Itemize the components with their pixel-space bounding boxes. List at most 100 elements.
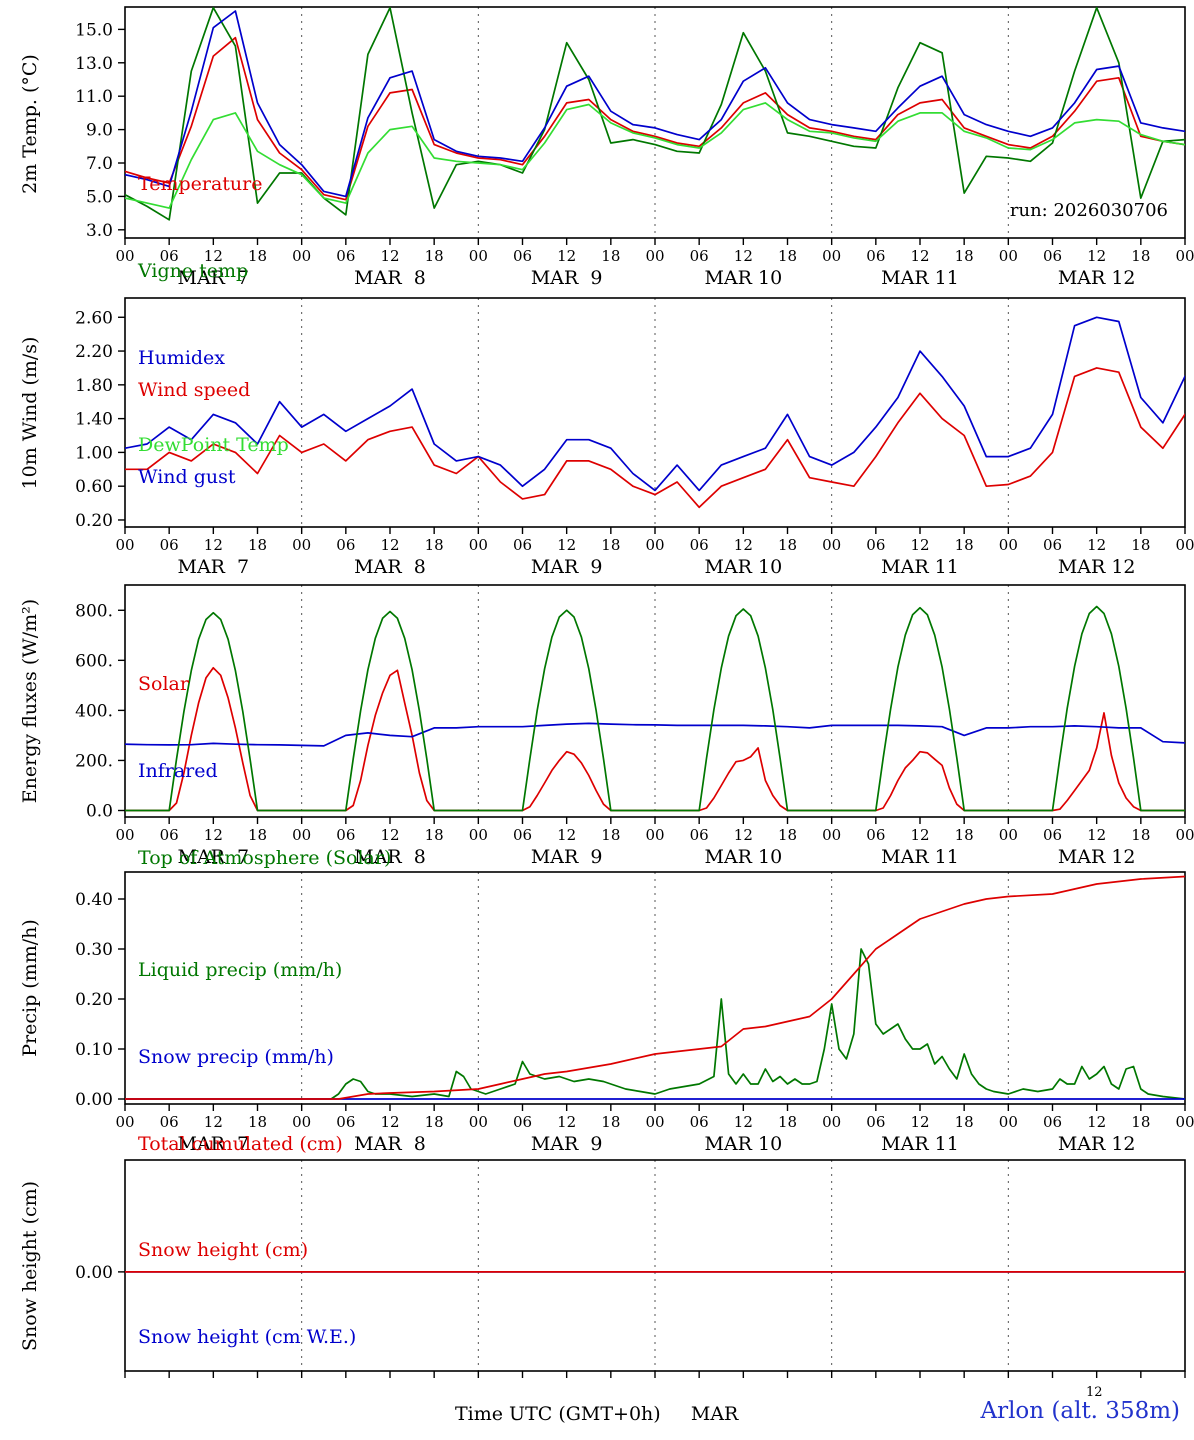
svg-text:MAR 12: MAR 12 xyxy=(1058,1133,1136,1155)
svg-text:06: 06 xyxy=(1043,826,1062,844)
legend-item-humidex: Humidex xyxy=(138,347,226,369)
svg-text:12: 12 xyxy=(204,247,223,265)
svg-text:06: 06 xyxy=(866,536,885,554)
svg-text:00: 00 xyxy=(822,1113,841,1131)
legend-item-toa-solar: Top of Atmosphere (Solar) xyxy=(138,847,392,869)
legend-item-vigne-temp: Vigne temp xyxy=(138,260,249,282)
svg-text:18: 18 xyxy=(955,247,974,265)
svg-text:MAR 12: MAR 12 xyxy=(1058,556,1136,578)
svg-text:00: 00 xyxy=(1175,826,1194,844)
svg-text:06: 06 xyxy=(690,1113,709,1131)
legend-item-snow-precip: Snow precip (mm/h) xyxy=(138,1046,334,1068)
svg-text:06: 06 xyxy=(160,826,179,844)
panel-svg-1: 0.20 0.60 1.00 1.40 1.80 2.20 2.60 00 06 12 18 00 06… xyxy=(75,297,1194,578)
svg-text:18: 18 xyxy=(778,536,797,554)
svg-text:12: 12 xyxy=(734,536,753,554)
svg-text:12: 12 xyxy=(910,536,929,554)
svg-text:00: 00 xyxy=(292,826,311,844)
legend-item-infrared: Infrared xyxy=(138,760,218,782)
svg-text:0.0: 0.0 xyxy=(86,801,113,821)
ylabel-temperature: 2m Temp. (°C) xyxy=(19,54,41,194)
stray-tick-label: 12 xyxy=(1086,1385,1103,1400)
svg-text:12: 12 xyxy=(734,1113,753,1131)
svg-text:06: 06 xyxy=(513,1113,532,1131)
svg-text:MAR 11: MAR 11 xyxy=(881,1133,959,1155)
svg-text:12: 12 xyxy=(734,247,753,265)
svg-text:11.0: 11.0 xyxy=(75,87,113,107)
legend-item-temperature: Temperature xyxy=(138,173,263,195)
svg-text:12: 12 xyxy=(557,826,576,844)
svg-text:00: 00 xyxy=(292,536,311,554)
svg-text:12: 12 xyxy=(557,536,576,554)
svg-text:06: 06 xyxy=(690,536,709,554)
legend-temperature: Temperature Vigne temp Humidex DewPoint … xyxy=(138,112,289,518)
svg-text:00: 00 xyxy=(1175,536,1194,554)
svg-text:00: 00 xyxy=(645,536,664,554)
svg-text:MAR 10: MAR 10 xyxy=(704,556,782,578)
svg-text:MAR 7: MAR 7 xyxy=(178,267,250,289)
svg-text:00: 00 xyxy=(115,536,134,554)
svg-text:18: 18 xyxy=(248,1113,267,1131)
svg-text:00: 00 xyxy=(822,826,841,844)
svg-text:MAR 11: MAR 11 xyxy=(881,267,959,289)
svg-text:MAR 8: MAR 8 xyxy=(354,267,426,289)
svg-text:06: 06 xyxy=(336,247,355,265)
svg-text:12: 12 xyxy=(380,826,399,844)
svg-text:00: 00 xyxy=(645,826,664,844)
svg-text:00: 00 xyxy=(115,247,134,265)
svg-text:12: 12 xyxy=(1087,536,1106,554)
svg-text:400.: 400. xyxy=(75,701,113,721)
svg-text:12: 12 xyxy=(204,536,223,554)
svg-text:06: 06 xyxy=(866,247,885,265)
svg-text:0.20: 0.20 xyxy=(75,511,113,531)
svg-text:0.10: 0.10 xyxy=(75,1040,113,1060)
svg-text:1.80: 1.80 xyxy=(75,376,113,396)
svg-text:18: 18 xyxy=(778,247,797,265)
svg-text:06: 06 xyxy=(1043,536,1062,554)
ylabel-snow-height: Snow height (cm) xyxy=(19,1180,41,1352)
svg-text:12: 12 xyxy=(557,1113,576,1131)
panel-svg-2: 0.0 200. 400. 600. 800. 00 06 12 18 00 06 12 18 00 06 1… xyxy=(75,584,1194,868)
svg-text:7.0: 7.0 xyxy=(86,154,113,174)
ylabel-energy-fluxes: Energy fluxes (W/m²) xyxy=(19,598,41,804)
svg-text:12: 12 xyxy=(1087,826,1106,844)
svg-text:12: 12 xyxy=(380,536,399,554)
svg-text:18: 18 xyxy=(1131,826,1150,844)
svg-text:06: 06 xyxy=(513,826,532,844)
svg-text:12: 12 xyxy=(910,1113,929,1131)
svg-text:00: 00 xyxy=(822,247,841,265)
svg-text:MAR 10: MAR 10 xyxy=(704,1133,782,1155)
svg-text:12: 12 xyxy=(1087,1113,1106,1131)
svg-text:06: 06 xyxy=(336,1113,355,1131)
svg-text:00: 00 xyxy=(469,536,488,554)
svg-text:18: 18 xyxy=(601,826,620,844)
svg-text:MAR 8: MAR 8 xyxy=(354,846,426,868)
svg-text:MAR 8: MAR 8 xyxy=(354,1133,426,1155)
svg-text:12: 12 xyxy=(204,826,223,844)
legend-item-wind-speed: Wind speed xyxy=(138,379,251,401)
svg-text:06: 06 xyxy=(1043,247,1062,265)
legend-item-wind-gust: Wind gust xyxy=(138,466,236,488)
svg-text:06: 06 xyxy=(513,536,532,554)
legend-item-liquid-precip: Liquid precip (mm/h) xyxy=(138,959,343,981)
svg-text:00: 00 xyxy=(822,536,841,554)
svg-text:06: 06 xyxy=(513,247,532,265)
svg-text:0.60: 0.60 xyxy=(75,477,113,497)
svg-text:18: 18 xyxy=(248,826,267,844)
svg-text:06: 06 xyxy=(336,826,355,844)
svg-text:12: 12 xyxy=(380,1113,399,1131)
svg-text:18: 18 xyxy=(955,536,974,554)
svg-text:18: 18 xyxy=(955,1113,974,1131)
svg-text:00: 00 xyxy=(115,826,134,844)
legend-precip: Liquid precip (mm/h) Snow precip (mm/h) … xyxy=(138,898,343,1217)
svg-text:MAR 10: MAR 10 xyxy=(704,267,782,289)
svg-text:5.0: 5.0 xyxy=(86,187,113,207)
svg-text:18: 18 xyxy=(1131,536,1150,554)
model-credit: MARv3.14 model forced by IFS (c) Lab. of… xyxy=(3,1396,351,1440)
svg-text:15.0: 15.0 xyxy=(75,20,113,40)
svg-text:00: 00 xyxy=(999,826,1018,844)
svg-text:MAR 9: MAR 9 xyxy=(531,556,603,578)
svg-text:12: 12 xyxy=(910,826,929,844)
legend-wind: Wind speed Wind gust xyxy=(138,318,250,550)
